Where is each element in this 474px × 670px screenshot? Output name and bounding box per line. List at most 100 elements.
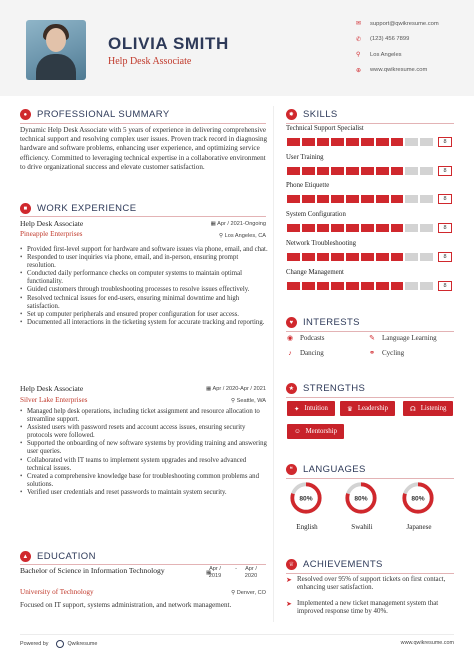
experience-heading: ■ WORK EXPERIENCE [20,203,136,214]
globe-icon: ⊕ [356,67,362,74]
mentorship-icon: ☺ [294,428,301,435]
candidate-title: Help Desk Associate [108,56,192,67]
footer-website[interactable]: www.qwikresume.com [400,640,454,646]
skill-bar [287,138,433,146]
skill-score: 8 [438,251,452,262]
skill-name: System Configuration [286,211,346,219]
list-item: Conducted daily performance checks on co… [20,270,268,286]
job-2-role: Help Desk Associate [20,384,84,393]
contact-location: ⚲ Los Angeles [356,51,402,59]
leadership-icon: ♛ [347,405,353,413]
listening-icon: ☊ [410,405,416,413]
contact-list: ✉ support@qwikresume.com ✆ (123) 456 7899 … [356,16,468,78]
education-degree: Bachelor of Science in Information Techn… [20,566,165,575]
summary-text: Dynamic Help Desk Associate with 5 years… [20,126,268,171]
list-item: Verified user credentials and reset pass… [20,489,268,497]
language-ring-fill [345,482,377,514]
graduation-cap-icon: ▲ [20,551,31,562]
language-ring: 80% [402,482,434,514]
strength-tag: ♛ Leadership [340,401,396,416]
location-icon: ⚲ [356,52,361,59]
job-2-bullets: Managed help desk operations, including … [20,408,268,497]
language-ring: 80% [290,482,322,514]
dancing-icon: ♪ [288,349,292,357]
star-icon: ★ [286,383,297,394]
education-date-end: Apr /2020 [244,566,258,579]
job-2-location: ⚲ Seattle, WA [231,398,266,404]
skill-bar [287,166,433,175]
intuition-icon: ✦ [294,405,300,413]
list-item: Set up computer peripherals and ensured … [20,311,268,319]
skill-score: 8 [438,280,452,291]
strengths-rule [286,397,454,398]
education-location: ⚲ Denver, CO [231,590,266,596]
trophy-icon: ♕ [286,559,297,570]
job-1-company: Pineapple Enterprises [20,230,83,238]
list-item: Resolved technical issues for end-users,… [20,295,268,311]
interests-heading: ♥ INTERESTS [286,317,360,328]
skill-bar [287,281,433,290]
skill-bar [287,224,433,233]
list-item: Provided first-level support for hardwar… [20,246,268,254]
powered-by: Powered by Qwikresume [20,640,98,648]
achievement-item: ➤ Resolved over 95% of support tickets on… [286,576,446,592]
skill-score: 8 [438,165,452,176]
interest-item: ♪ Dancing [286,349,323,357]
education-school: University of Technology [20,588,94,596]
interests-rule [286,331,454,332]
profile-photo [26,20,86,80]
job-1-role: Help Desk Associate [20,219,84,228]
achievements-rule [286,573,454,574]
experience-rule [20,216,266,217]
language-percent: 80% [411,495,424,502]
user-icon: ● [20,109,31,120]
email-icon: ✉ [356,21,362,28]
skill-name: Network Troubleshooting [286,239,357,247]
date-separator: - [235,566,237,572]
strengths-heading: ★ STRENGTHS [286,383,365,394]
education-focus: Focused on IT support, systems administr… [20,601,232,609]
achievements-heading: ♕ ACHIEVEMENTS [286,559,383,570]
language-ring: 80% [345,482,377,514]
strength-tag: ☊ Listening [403,401,454,416]
footer-rule [20,634,454,635]
contact-email[interactable]: ✉ support@qwikresume.com [356,20,439,28]
summary-heading: ● PROFESSIONAL SUMMARY [20,109,170,120]
heart-icon: ♥ [286,317,297,328]
job-2-company: Silver Lake Enterprises [20,396,88,404]
lightbulb-icon: ✸ [286,109,297,120]
education-heading: ▲ EDUCATION [20,551,96,562]
skills-heading: ✸ SKILLS [286,109,338,120]
skill-name: Technical Support Specialist [286,125,364,132]
interest-item: ✎ Language Learning [369,334,437,342]
education-rule [20,564,266,565]
list-item: Managed help desk operations, including … [20,408,268,424]
language-ring-fill [402,482,434,514]
thumbs-up-icon: ➤ [286,600,292,608]
list-item: Created a comprehensive knowledge base f… [20,473,268,489]
skill-bar [287,252,433,261]
languages-rule [286,478,454,479]
speech-bubble-icon: ❝ [286,464,297,475]
skill-name: Change Management [286,268,344,276]
list-item: Guided customers through troubleshooting… [20,286,268,294]
briefcase-icon: ■ [20,203,31,214]
interest-item: ◉ Podcasts [286,334,325,342]
strength-tag: ☺ Mentorship [287,424,344,439]
skills-rule [286,123,454,124]
skill-bar [287,195,433,204]
list-item: Collaborated with IT teams to implement … [20,457,268,473]
language-percent: 80% [299,495,312,502]
contact-website[interactable]: ⊕ www.qwikresume.com [356,67,428,74]
thumbs-up-icon: ➤ [286,576,292,584]
candidate-name: OLIVIA SMITH [108,34,229,53]
language-learning-icon: ✎ [369,334,375,342]
contact-phone[interactable]: ✆ (123) 456 7899 [356,36,410,43]
skill-name: Phone Etiquette [286,182,330,190]
language-ring-fill [290,482,322,514]
skill-score: 8 [438,137,452,147]
job-1-location: ⚲ Los Angeles, CA [218,233,266,239]
strength-tag: ✦ Intuition [287,401,335,416]
podcast-icon: ◉ [286,334,294,342]
